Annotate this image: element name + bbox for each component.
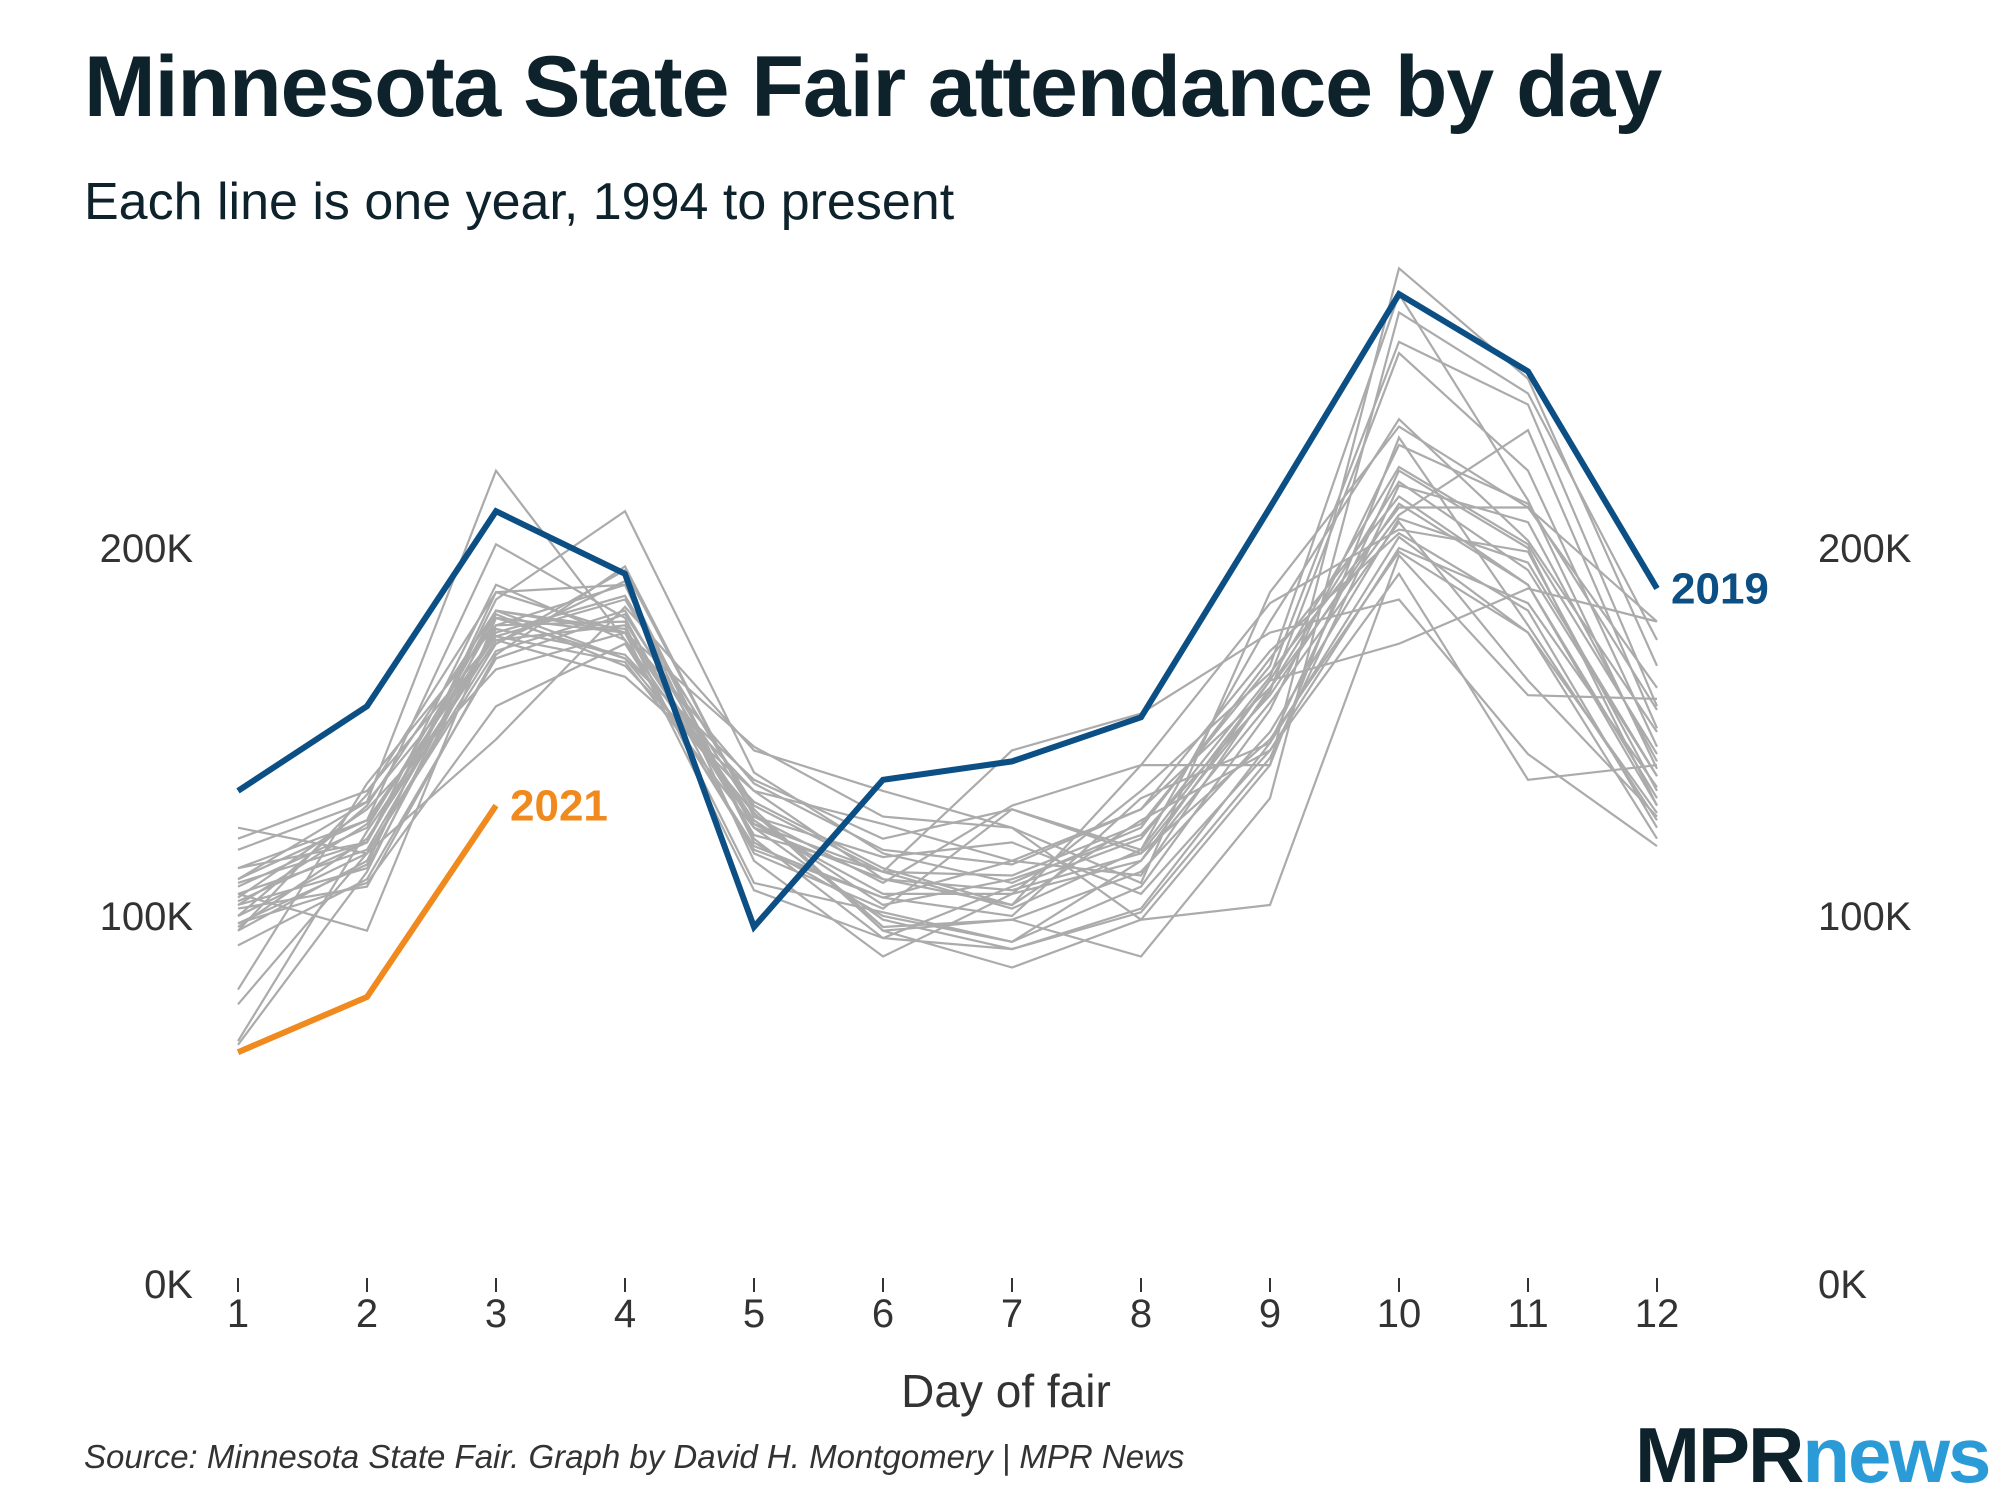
chart-title: Minnesota State Fair attendance by day bbox=[84, 39, 1662, 135]
y-tick-label-right: 100K bbox=[1818, 895, 1912, 939]
logo-mpr: MPR bbox=[1635, 1411, 1804, 1499]
series-line-year-20 bbox=[237, 417, 1658, 1046]
x-tick-label: 6 bbox=[872, 1292, 894, 1336]
x-tick-label: 5 bbox=[743, 1292, 765, 1336]
series-line-year-8 bbox=[237, 546, 1658, 907]
x-axis-ticks bbox=[237, 1278, 1658, 1292]
x-tick-label: 1 bbox=[227, 1292, 249, 1336]
x-tick-label: 8 bbox=[1130, 1292, 1152, 1336]
y-tick-label-left: 200K bbox=[100, 527, 194, 571]
x-axis-label: Day of fair bbox=[901, 1365, 1111, 1417]
x-tick-label: 10 bbox=[1377, 1292, 1422, 1336]
x-tick-label: 11 bbox=[1507, 1292, 1549, 1336]
x-tick-label: 12 bbox=[1635, 1292, 1680, 1336]
series-line-year-23 bbox=[237, 553, 1658, 921]
series-line-year-10 bbox=[237, 520, 1658, 991]
series-line-2021 bbox=[236, 803, 499, 1055]
x-tick-label: 3 bbox=[485, 1292, 507, 1336]
y-tick-label-left: 0K bbox=[144, 1263, 193, 1307]
x-tick-label: 2 bbox=[356, 1292, 378, 1336]
y-tick-label-right: 200K bbox=[1818, 527, 1912, 571]
mpr-news-logo: MPRnews bbox=[1635, 1410, 1991, 1501]
lines-layer bbox=[236, 266, 1660, 1055]
series-line-year-24 bbox=[237, 568, 1658, 896]
series-line-year-9 bbox=[237, 351, 1658, 910]
series-label-2021: 2021 bbox=[510, 782, 608, 831]
series-line-year-6 bbox=[237, 484, 1658, 951]
logo-news: news bbox=[1802, 1411, 1991, 1499]
series-line-year-2 bbox=[237, 443, 1658, 943]
y-tick-label-right: 0K bbox=[1818, 1263, 1867, 1307]
source-note: Source: Minnesota State Fair. Graph by D… bbox=[84, 1438, 1185, 1475]
series-line-year-18 bbox=[237, 528, 1658, 1006]
series-line-year-27 bbox=[237, 506, 1658, 932]
chart-subtitle: Each line is one year, 1994 to present bbox=[84, 173, 955, 231]
y-tick-label-left: 100K bbox=[100, 895, 194, 939]
series-line-2019 bbox=[236, 289, 1660, 933]
x-tick-label: 4 bbox=[614, 1292, 636, 1336]
series-line-year-7 bbox=[237, 340, 1659, 940]
series-line-year-3 bbox=[237, 468, 1658, 899]
x-tick-label: 7 bbox=[1001, 1292, 1023, 1336]
series-line-year-25 bbox=[237, 598, 1658, 907]
x-tick-label: 9 bbox=[1259, 1292, 1281, 1336]
series-line-year-26 bbox=[237, 587, 1658, 943]
series-line-year-15 bbox=[237, 480, 1658, 899]
series-line-year-17 bbox=[237, 469, 1658, 925]
series-label-2019: 2019 bbox=[1671, 564, 1769, 613]
